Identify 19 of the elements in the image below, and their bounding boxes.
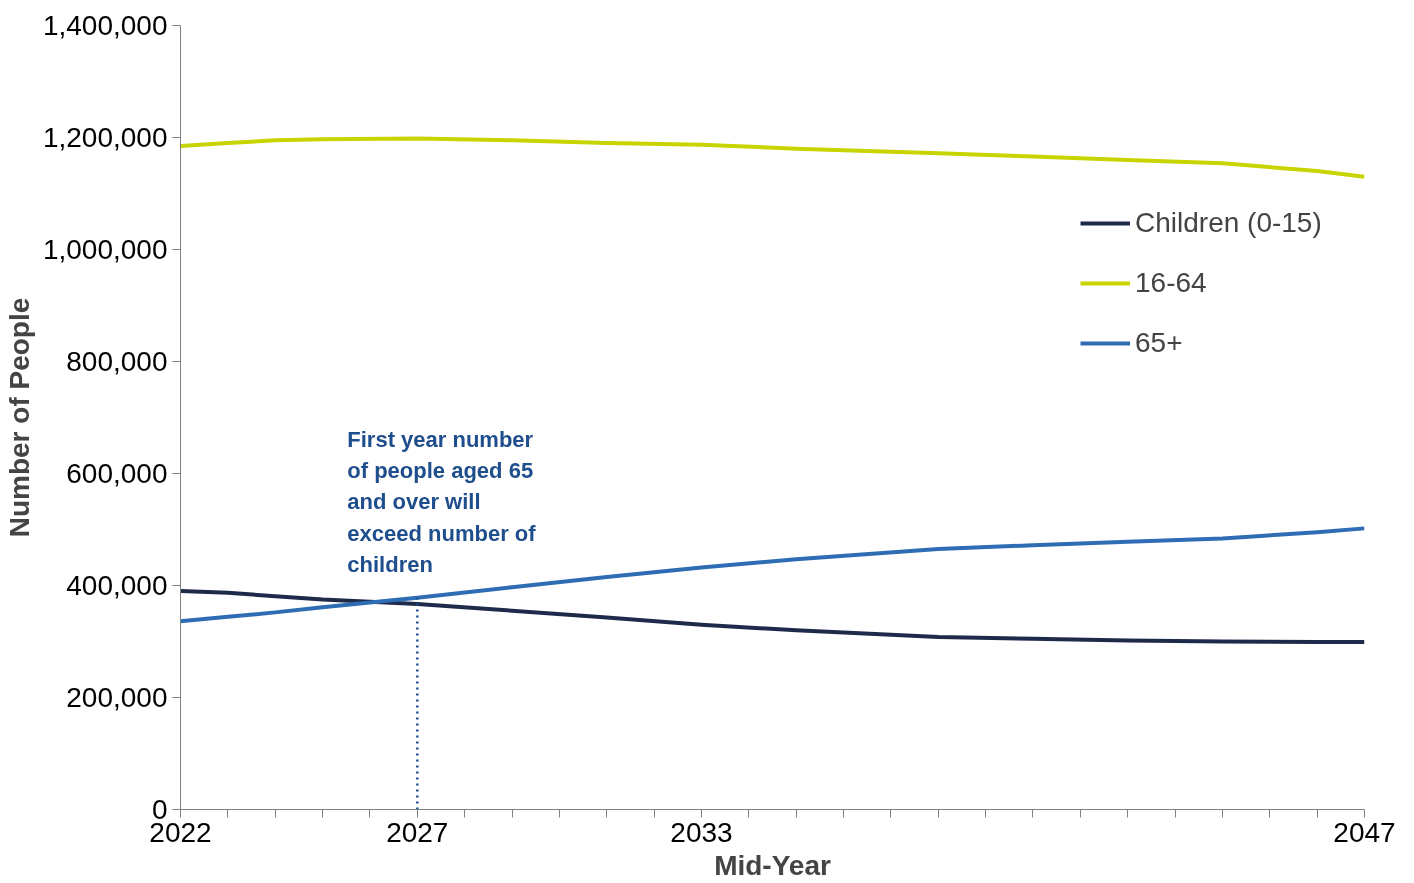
y-tick-label: 600,000 — [66, 458, 168, 489]
y-tick-label: 1,200,000 — [42, 122, 168, 153]
y-tick-label: 1,000,000 — [42, 234, 168, 265]
x-axis-title: Mid-Year — [714, 849, 831, 881]
x-tick-label: 2033 — [670, 816, 733, 848]
y-tick-label: 200,000 — [66, 682, 168, 713]
line-series — [180, 589, 1365, 645]
legend-label: 16-64 — [1135, 267, 1207, 299]
legend-label: Children (0-15) — [1135, 207, 1322, 239]
x-tick-label: 2027 — [386, 816, 449, 848]
annotation: First year number of people aged 65 and over will exceed number of children — [347, 426, 537, 577]
legend-label: 65+ — [1135, 327, 1183, 359]
x-tick-label: 2047 — [1333, 816, 1396, 848]
y-tick-label: 1,400,000 — [42, 10, 168, 41]
y-axis-title: Number of People — [3, 297, 35, 538]
y-tick-label: 400,000 — [66, 570, 168, 601]
y-tick-label: 800,000 — [66, 346, 168, 377]
line-series — [180, 526, 1365, 624]
line-series — [180, 136, 1365, 179]
